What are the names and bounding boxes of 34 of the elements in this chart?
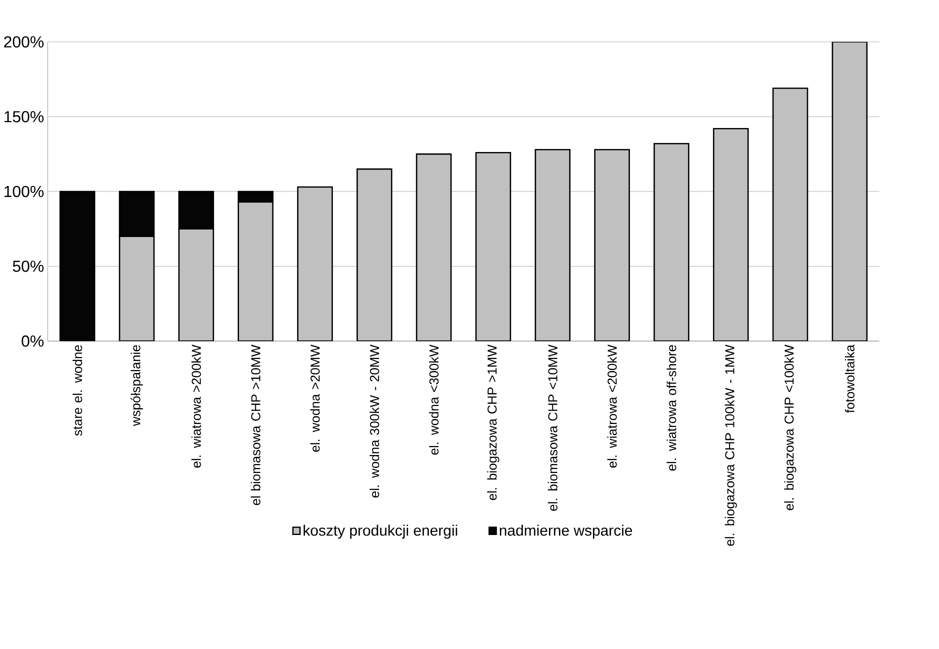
x-tick-label: el. biomasowa CHP <10MW xyxy=(548,344,558,511)
x-tick-label: el. wodna >20MW xyxy=(310,344,320,452)
y-tick-label: 50% xyxy=(12,260,44,272)
bar xyxy=(712,128,749,341)
bar xyxy=(178,228,214,341)
bar xyxy=(475,152,512,341)
bar xyxy=(534,148,571,341)
bar xyxy=(356,168,392,341)
bar xyxy=(654,142,690,341)
y-tick-label: 200% xyxy=(4,36,44,48)
y-tick-label: 100% xyxy=(4,186,44,198)
x-tick-label: el. wiatrowa >200kW xyxy=(191,344,201,468)
bar xyxy=(416,153,452,341)
bar xyxy=(297,186,333,341)
x-tick-label: el. biogazowa CHP <100kW xyxy=(784,344,796,510)
x-tick-label: el. wodna <300kW xyxy=(429,344,439,455)
y-tick-label: 0% xyxy=(22,335,44,347)
y-tick-label: 150% xyxy=(4,110,44,122)
legend-label: koszty produkcji energii xyxy=(304,524,458,539)
x-tick-label: stare el. wodne xyxy=(72,345,82,436)
bar xyxy=(118,236,155,341)
x-tick-label: el biomasowa CHP >10MW xyxy=(250,344,260,505)
bar xyxy=(238,201,274,341)
legend-label: nadmierne wsparcie xyxy=(500,524,632,539)
x-tick-label: el. biogazowa CHP 100kW - 1MW xyxy=(724,344,737,546)
x-tick-label: el. biogazowa CHP >1MW xyxy=(487,344,500,500)
x-tick-label: el. wiatrowa <200kW xyxy=(607,344,617,468)
bar xyxy=(832,42,868,341)
x-tick-label: el. wodna 300kW - 20MW xyxy=(370,344,380,498)
x-tick-label: współspalanie xyxy=(130,345,143,426)
bar xyxy=(772,88,808,341)
bar xyxy=(594,148,630,341)
x-tick-label: el. wiatrowa off-shore xyxy=(666,345,676,471)
x-tick-label: fotowoltaika xyxy=(844,344,854,413)
